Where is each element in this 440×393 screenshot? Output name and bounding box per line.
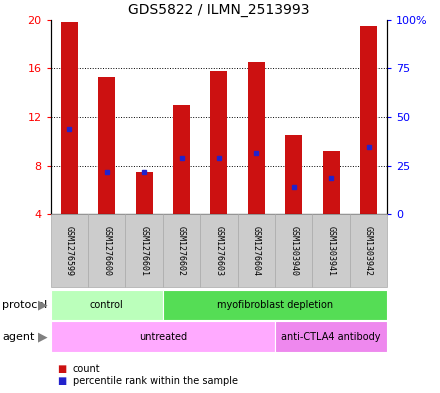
Text: GSM1276599: GSM1276599: [65, 226, 74, 275]
Bar: [275, 321, 387, 352]
Text: ■: ■: [57, 376, 66, 386]
Bar: [51, 290, 163, 320]
Bar: [323, 151, 340, 214]
Text: GSM1276604: GSM1276604: [252, 226, 261, 275]
Bar: [125, 214, 163, 287]
Bar: [136, 172, 153, 214]
Text: GSM1303942: GSM1303942: [364, 226, 373, 275]
Text: untreated: untreated: [139, 332, 187, 342]
Text: count: count: [73, 364, 100, 374]
Text: GSM1276601: GSM1276601: [139, 226, 149, 275]
Text: GSM1276603: GSM1276603: [214, 226, 224, 275]
Bar: [88, 214, 125, 287]
Bar: [210, 71, 227, 214]
Text: control: control: [90, 300, 124, 310]
Bar: [360, 26, 377, 214]
Text: ▶: ▶: [38, 330, 48, 343]
Bar: [285, 135, 302, 214]
Bar: [248, 62, 265, 214]
Text: anti-CTLA4 antibody: anti-CTLA4 antibody: [281, 332, 381, 342]
Text: myofibroblast depletion: myofibroblast depletion: [217, 300, 333, 310]
Text: protocol: protocol: [2, 300, 48, 310]
Bar: [163, 290, 387, 320]
Text: percentile rank within the sample: percentile rank within the sample: [73, 376, 238, 386]
Title: GDS5822 / ILMN_2513993: GDS5822 / ILMN_2513993: [128, 3, 310, 17]
Bar: [238, 214, 275, 287]
Bar: [51, 214, 88, 287]
Bar: [98, 77, 115, 214]
Text: GSM1303941: GSM1303941: [326, 226, 336, 275]
Bar: [61, 22, 78, 214]
Bar: [312, 214, 350, 287]
Text: GSM1276602: GSM1276602: [177, 226, 186, 275]
Text: agent: agent: [2, 332, 35, 342]
Text: ▶: ▶: [38, 299, 48, 312]
Text: ■: ■: [57, 364, 66, 374]
Bar: [275, 214, 312, 287]
Text: GSM1276600: GSM1276600: [102, 226, 111, 275]
Bar: [350, 214, 387, 287]
Bar: [200, 214, 238, 287]
Bar: [173, 105, 190, 214]
Bar: [51, 321, 275, 352]
Bar: [163, 214, 200, 287]
Text: GSM1303940: GSM1303940: [289, 226, 298, 275]
